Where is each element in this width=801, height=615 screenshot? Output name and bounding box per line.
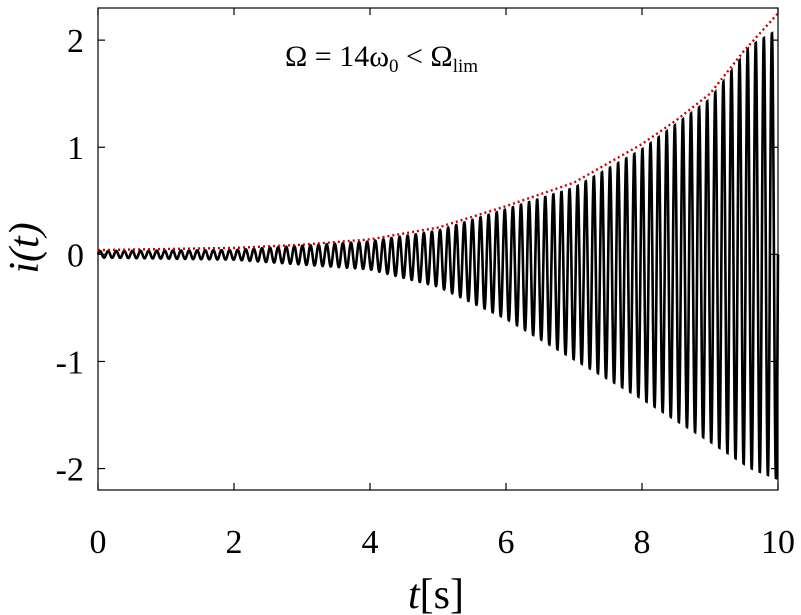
y-tick-label: 1 [67, 130, 84, 167]
series-envelope-line [97, 12, 779, 252]
series-layer [96, 12, 780, 480]
y-tick-label: 0 [67, 237, 84, 274]
y-tick-labels: -2 -1 0 1 2 [56, 23, 84, 488]
y-axis-title: i(t) [2, 222, 48, 273]
x-axis-title: t[s] [408, 572, 464, 615]
y-tick-label: -2 [56, 452, 84, 489]
x-tick-label: 6 [498, 524, 515, 561]
y-tick-label: 2 [67, 23, 84, 60]
x-tick-label: 2 [226, 524, 243, 561]
series-oscillation-line [96, 31, 780, 480]
annotation-omega: Ω = 14ω0 < Ωlim [285, 40, 478, 77]
x-tick-label: 0 [90, 524, 107, 561]
y-tick-label: -1 [56, 344, 84, 381]
x-tick-labels: 0 2 4 6 8 10 [90, 524, 796, 561]
x-tick-label: 10 [761, 524, 795, 561]
x-tick-label: 4 [362, 524, 379, 561]
x-tick-label: 8 [634, 524, 651, 561]
